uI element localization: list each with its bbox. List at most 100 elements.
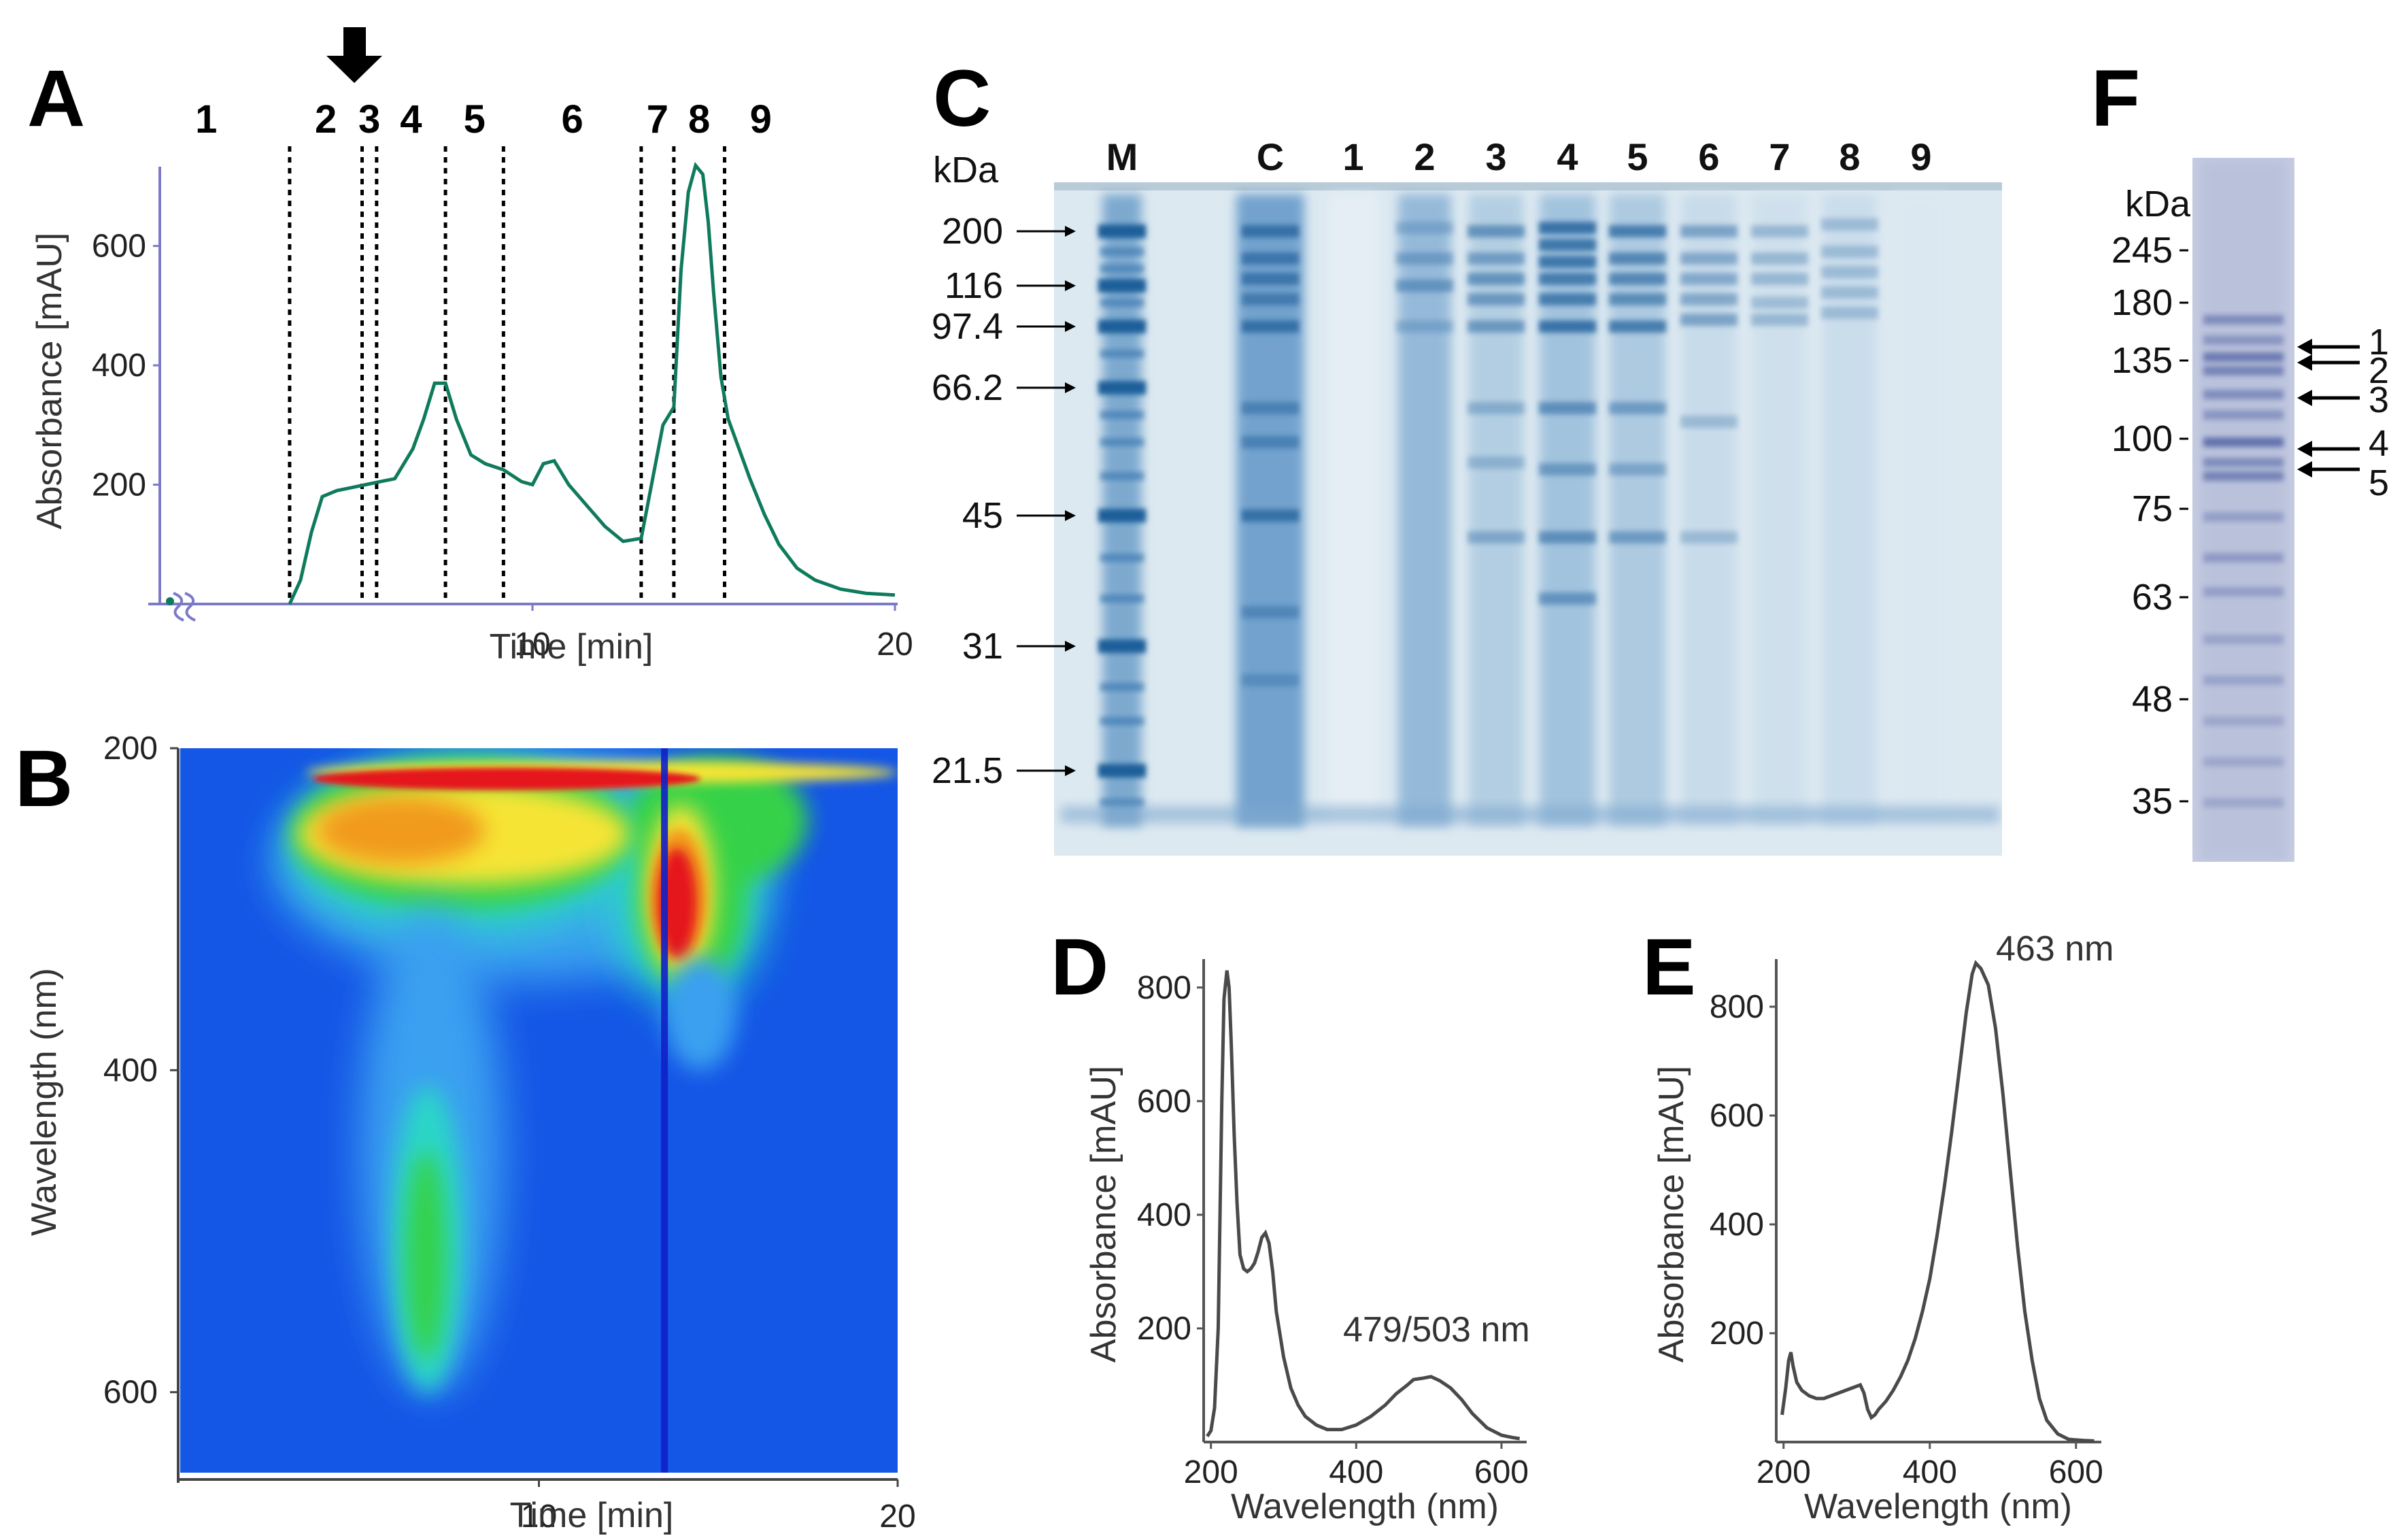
c-lane-label: 6 bbox=[1698, 135, 1719, 178]
f-sample-band bbox=[2203, 798, 2284, 807]
fraction-label: 5 bbox=[464, 97, 486, 141]
f-sample-band bbox=[2203, 315, 2284, 324]
c-marker-arrow-icon bbox=[1065, 765, 1076, 776]
c-marker-faint-band bbox=[1100, 411, 1144, 419]
c-sample-band bbox=[1609, 402, 1666, 414]
d-x-tick-label: 600 bbox=[1474, 1454, 1529, 1490]
c-sample-band bbox=[1751, 273, 1808, 285]
f-sample-band bbox=[2203, 512, 2284, 522]
heatmap-intensity bbox=[273, 748, 898, 1473]
c-marker-faint-band bbox=[1100, 554, 1144, 562]
f-marker-label: 100 bbox=[2112, 418, 2173, 459]
d-x-tick-label: 400 bbox=[1329, 1454, 1383, 1490]
heatmap-intensity-blob bbox=[664, 957, 736, 1071]
c-marker-faint-band bbox=[1100, 438, 1144, 446]
d-y-tick-label: 600 bbox=[1137, 1084, 1191, 1120]
c-lane-label: M bbox=[1106, 135, 1138, 178]
c-marker-faint-band bbox=[1100, 350, 1144, 358]
a-series-line bbox=[288, 161, 896, 605]
f-sample-band bbox=[2203, 553, 2284, 563]
c-sample-band bbox=[1396, 280, 1453, 292]
c-gel-bands bbox=[1061, 194, 1999, 826]
e-x-tick-label: 400 bbox=[1903, 1454, 1957, 1490]
a-y-axis-title: Absorbance [mAU] bbox=[30, 233, 69, 529]
f-marker-label: 180 bbox=[2112, 282, 2173, 323]
b-x-tick-label: 20 bbox=[879, 1499, 915, 1535]
fraction-label: 7 bbox=[647, 97, 668, 141]
c-sample-band bbox=[1242, 320, 1299, 333]
c-sample-band bbox=[1680, 293, 1737, 305]
f-sample-band bbox=[2203, 458, 2284, 467]
c-sample-band bbox=[1468, 273, 1525, 285]
c-sample-band bbox=[1609, 273, 1666, 285]
c-marker-arrow-icon bbox=[1065, 382, 1076, 393]
c-lane-label: 4 bbox=[1557, 135, 1578, 178]
e-y-tick-label: 800 bbox=[1710, 989, 1764, 1025]
e-peak-annotation: 463 nm bbox=[1996, 929, 2114, 969]
c-sample-band bbox=[1242, 273, 1299, 285]
c-sample-band bbox=[1396, 320, 1453, 333]
f-mw-markers: 245 180 135 100 75 63 48 35 bbox=[2112, 230, 2188, 822]
c-sample-band bbox=[1821, 286, 1878, 299]
c-sample-band bbox=[1468, 225, 1525, 237]
fraction-label: 1 bbox=[195, 97, 217, 141]
f-band-arrow-icon bbox=[2297, 354, 2312, 371]
c-sample-band bbox=[1468, 402, 1525, 414]
f-sample-band bbox=[2203, 635, 2284, 644]
b-x-axis-title: Time [min] bbox=[510, 1496, 674, 1535]
a-x-tick-label: 10 bbox=[514, 626, 550, 663]
c-marker-faint-band bbox=[1100, 717, 1144, 725]
c-sample-band bbox=[1539, 222, 1596, 234]
c-marker-arrow-icon bbox=[1065, 321, 1076, 332]
c-marker-label: 116 bbox=[945, 265, 1003, 306]
c-sample-band bbox=[1242, 436, 1299, 448]
c-sample-band bbox=[1539, 239, 1596, 251]
panel-a-label: A bbox=[27, 54, 85, 144]
c-sample-band bbox=[1242, 293, 1299, 305]
c-lane-label: 5 bbox=[1627, 135, 1648, 178]
c-sample-band bbox=[1821, 307, 1878, 319]
f-band-arrow-icon bbox=[2297, 390, 2312, 406]
d-y-tick-label: 400 bbox=[1137, 1197, 1191, 1233]
f-marker-label: 63 bbox=[2132, 577, 2173, 618]
f-lane-smear bbox=[2198, 158, 2289, 862]
c-lane-smear bbox=[1752, 194, 1807, 826]
panel-c-label: C bbox=[933, 54, 991, 144]
c-lane-smear bbox=[1329, 194, 1377, 826]
f-sample-band bbox=[2203, 352, 2284, 362]
d-y-axis-title: Absorbance [mAU] bbox=[1084, 1066, 1123, 1362]
c-lane-smear bbox=[1610, 194, 1665, 826]
d-peak-annotation: 479/503 nm bbox=[1343, 1310, 1530, 1350]
c-marker-band bbox=[1098, 279, 1146, 292]
c-sample-band bbox=[1539, 463, 1596, 475]
fraction-label: 8 bbox=[688, 97, 710, 141]
c-marker-label: 200 bbox=[942, 211, 1003, 252]
d-ticks: 200 400 600 800 200 400 600 bbox=[1137, 970, 1529, 1490]
selected-fraction-arrow-icon bbox=[326, 27, 382, 83]
f-sample-band bbox=[2203, 471, 2284, 481]
c-sample-band bbox=[1821, 266, 1878, 278]
c-sample-band bbox=[1242, 674, 1299, 686]
c-marker-band bbox=[1098, 509, 1146, 522]
c-sample-band bbox=[1539, 273, 1596, 285]
c-lane-labels: M C 1 2 3 4 5 6 7 8 9 bbox=[1106, 135, 1932, 178]
c-marker-arrow-icon bbox=[1065, 641, 1076, 652]
f-sample-band bbox=[2203, 410, 2284, 420]
c-sample-band bbox=[1609, 293, 1666, 305]
c-marker-faint-band bbox=[1100, 265, 1144, 273]
c-sample-band bbox=[1609, 252, 1666, 265]
c-lane-label: C bbox=[1257, 135, 1284, 178]
f-band-arrow-label: 5 bbox=[2369, 463, 2389, 503]
f-sample-band bbox=[2203, 716, 2284, 726]
c-lane-smear bbox=[1822, 194, 1877, 826]
b-y-axis-title: Wavelength (nm) bbox=[24, 968, 64, 1236]
c-sample-band bbox=[1680, 416, 1737, 428]
f-marker-label: 35 bbox=[2132, 781, 2173, 822]
f-band-arrow-label: 2 bbox=[2369, 350, 2389, 391]
f-marker-label: 245 bbox=[2112, 230, 2173, 271]
c-dye-front bbox=[1061, 806, 1999, 823]
